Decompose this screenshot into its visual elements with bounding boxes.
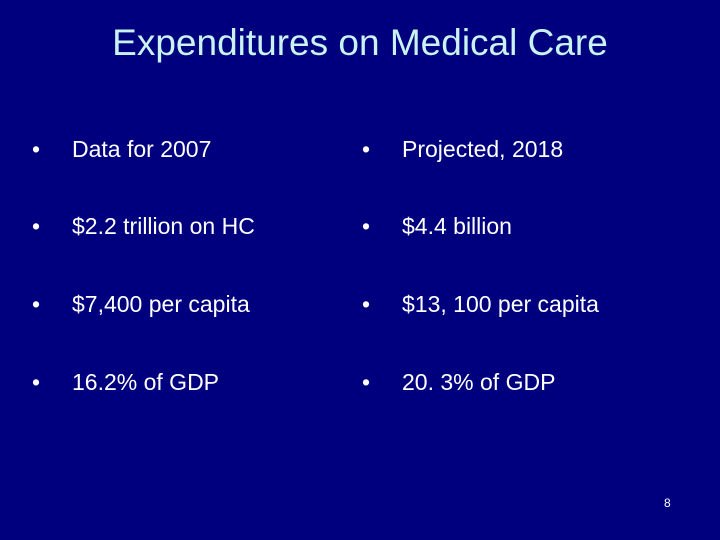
- bullet-text: $13, 100 per capita: [402, 291, 599, 317]
- bullet-text: 20. 3% of GDP: [402, 369, 556, 395]
- bullet-dot-icon: •: [362, 213, 371, 239]
- bullet-item: • 20. 3% of GDP: [360, 369, 555, 396]
- bullet-item: • $4.4 billion: [360, 213, 512, 240]
- bullet-item: • Data for 2007: [30, 136, 211, 163]
- bullet-item: • $2.2 trillion on HC: [30, 213, 255, 240]
- bullet-dot-icon: •: [32, 213, 41, 239]
- slide-title: Expenditures on Medical Care: [112, 22, 608, 63]
- bullet-dot-icon: •: [362, 136, 371, 162]
- bullet-text: Projected, 2018: [402, 136, 564, 162]
- page-number: 8: [664, 496, 671, 510]
- bullet-text: $2.2 trillion on HC: [72, 213, 255, 239]
- bullet-text: $4.4 billion: [402, 213, 512, 239]
- bullet-dot-icon: •: [32, 136, 41, 162]
- bullet-dot-icon: •: [32, 291, 41, 317]
- bullet-dot-icon: •: [32, 369, 41, 395]
- bullet-text: $7,400 per capita: [72, 291, 250, 317]
- bullet-text: 16.2% of GDP: [72, 369, 220, 395]
- right-column: • Projected, 2018 • $4.4 billion • $13, 100…: [360, 0, 690, 540]
- bullet-item: • Projected, 2018: [360, 136, 563, 163]
- bullet-text: Data for 2007: [72, 136, 212, 162]
- bullet-dot-icon: •: [362, 291, 371, 317]
- bullet-item: • $7,400 per capita: [30, 291, 250, 318]
- bullet-dot-icon: •: [362, 369, 371, 395]
- left-column: • Data for 2007 • $2.2 trillion on HC • $7,…: [30, 0, 360, 540]
- bullet-item: • 16.2% of GDP: [30, 369, 219, 396]
- bullet-item: • $13, 100 per capita: [360, 291, 599, 318]
